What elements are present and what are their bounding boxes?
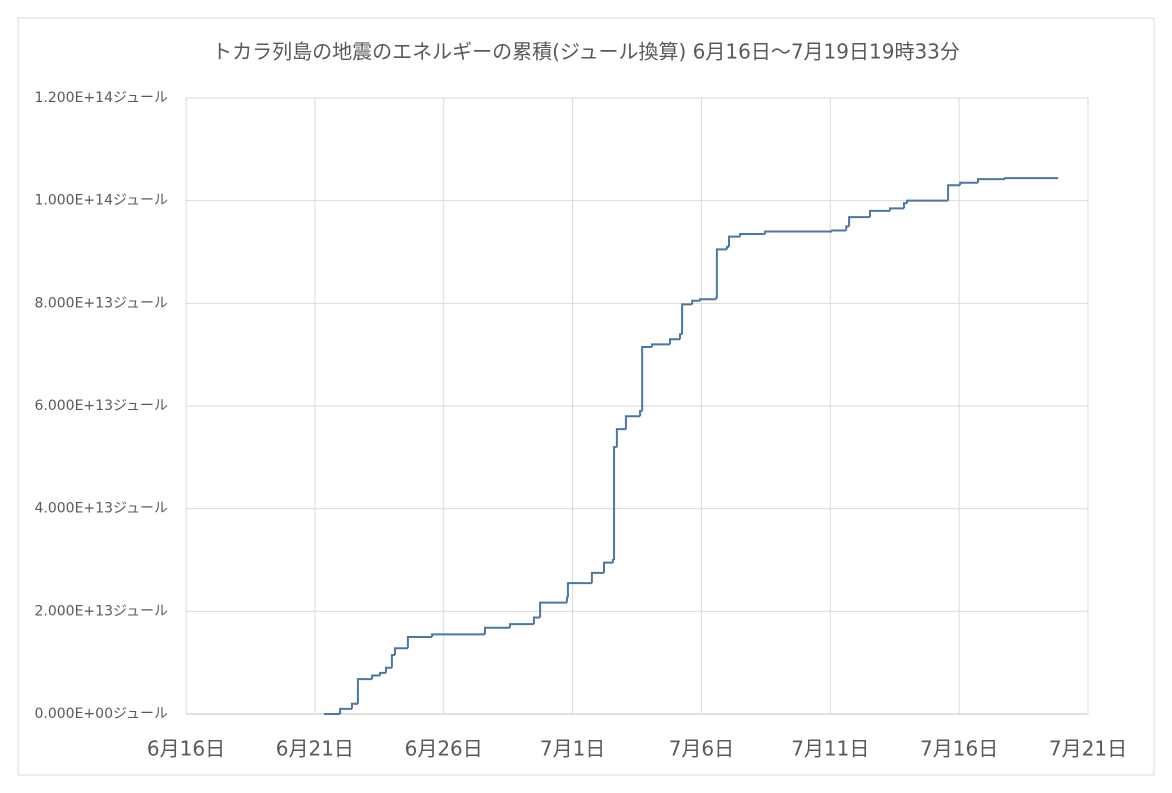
line-step — [715, 297, 718, 300]
line-step — [889, 207, 904, 211]
y-tick-label: 4.000E+13ジュール — [35, 501, 169, 517]
line-step — [699, 298, 717, 301]
line-step — [384, 666, 392, 673]
line-step — [1004, 177, 1059, 180]
line-step — [650, 343, 670, 347]
line-step — [976, 178, 1006, 183]
y-tick-label: 2.000E+13ジュール — [35, 603, 169, 619]
line-step — [615, 428, 626, 448]
line-step — [508, 623, 534, 628]
line-step — [906, 199, 949, 204]
line-step — [539, 601, 567, 618]
chart-frame — [17, 17, 1155, 776]
y-tick-label: 1.200E+14ジュール — [35, 90, 169, 106]
x-tick-label: 7月6日 — [669, 737, 734, 761]
line-step — [902, 202, 908, 209]
line-step — [868, 209, 891, 218]
line-step — [691, 299, 701, 305]
x-tick-label: 7月11日 — [791, 737, 869, 761]
chart-title: トカラ列島の地震のエネルギーの累積(ジュール換算) 6月16日～7月19日19時… — [212, 40, 960, 64]
x-tick-label: 6月16日 — [147, 737, 225, 761]
line-step — [728, 235, 741, 247]
line-step — [831, 229, 847, 232]
line-step — [848, 216, 870, 227]
line-step — [565, 596, 568, 603]
line-step — [356, 678, 373, 704]
line-step — [725, 245, 730, 250]
line-step — [371, 674, 381, 680]
line-step — [590, 571, 605, 584]
line-step — [603, 561, 614, 573]
line-step — [339, 707, 352, 714]
y-tick-label: 1.000E+14ジュール — [35, 193, 169, 209]
line-step — [532, 616, 541, 625]
line-step — [739, 233, 766, 237]
y-tick-label: 6.000E+13ジュール — [35, 398, 169, 414]
x-tick-label: 7月16日 — [920, 737, 998, 761]
line-step — [624, 415, 641, 430]
line-step — [764, 230, 833, 235]
line-step — [668, 338, 681, 345]
line-step — [681, 303, 693, 335]
line-step — [641, 345, 652, 412]
line-step — [431, 633, 485, 637]
line-step — [390, 653, 396, 668]
x-tick-label: 6月21日 — [276, 737, 354, 761]
line-step — [566, 582, 592, 598]
x-tick-label: 6月26日 — [405, 737, 483, 761]
line-step — [613, 446, 617, 560]
line-step — [379, 671, 386, 676]
line-step — [406, 636, 433, 649]
line-step — [394, 647, 408, 655]
y-tick-label: 0.000E+00ジュール — [35, 706, 169, 722]
line-step — [959, 181, 978, 186]
line-step — [350, 702, 358, 709]
line-step — [947, 184, 961, 201]
x-tick-label: 7月21日 — [1049, 737, 1127, 761]
line-step — [612, 559, 615, 563]
x-tick-label: 7月1日 — [540, 737, 605, 761]
y-tick-label: 8.000E+13ジュール — [35, 295, 169, 311]
line-step — [483, 626, 510, 635]
line-step — [715, 248, 727, 299]
